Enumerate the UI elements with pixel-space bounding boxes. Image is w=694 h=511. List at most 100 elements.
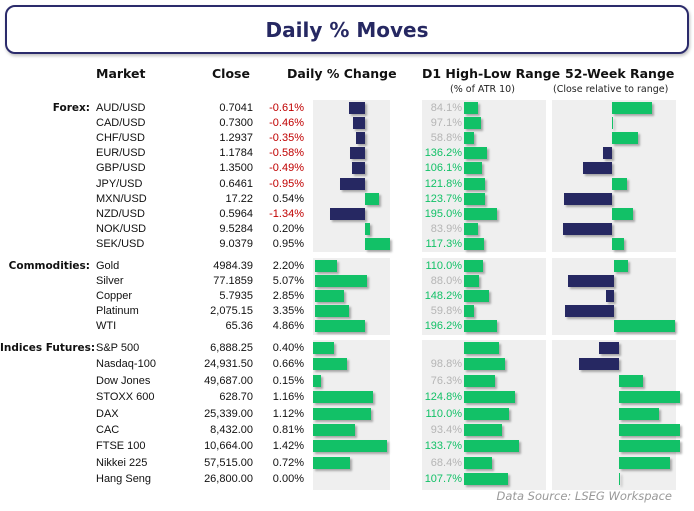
52-week-bar: [612, 237, 625, 250]
52-week-bar: [562, 222, 612, 235]
close-value: 4984.39: [213, 260, 253, 272]
daily-change-value: 0.15%: [272, 374, 304, 387]
daily-change-bar: [313, 424, 356, 436]
d1-range-bar: [464, 237, 484, 250]
d1-range-value: 68.4%: [430, 456, 462, 469]
market-name: Gold: [96, 260, 120, 272]
daily-change-value: 0.81%: [272, 424, 304, 436]
close-value: 628.70: [219, 391, 253, 404]
close-value: 17.22: [225, 192, 253, 205]
market-name: Platinum: [96, 305, 139, 317]
daily-change-bar: [313, 407, 372, 420]
market-name: Hang Seng: [96, 473, 152, 486]
d1-range-value: 121.8%: [424, 177, 462, 190]
d1-range-bar: [464, 117, 481, 130]
close-value: 2,075.15: [210, 305, 253, 317]
d1-range-value: 93.4%: [430, 424, 462, 436]
daily-change-value: -0.49%: [269, 162, 304, 175]
daily-change-bar: [349, 102, 365, 114]
section-label: Forex:: [52, 102, 90, 114]
daily-change-bar: [313, 342, 334, 354]
d1-range-panel: [422, 100, 546, 252]
d1-range-bar: [464, 275, 479, 287]
close-value: 65.36: [225, 320, 253, 332]
d1-range-value: 117.3%: [425, 237, 463, 250]
daily-change-bar: [315, 275, 367, 287]
daily-change-bar: [315, 290, 345, 302]
d1-range-value: [410, 341, 462, 355]
d1-range-bar: [464, 177, 485, 190]
daily-change-panel: [313, 100, 390, 252]
daily-change-value: -0.35%: [269, 132, 304, 145]
market-name: CHF/USD: [96, 132, 145, 145]
d1-range-bar: [464, 132, 474, 145]
daily-change-value: 0.20%: [272, 222, 304, 235]
d1-range-value: 107.7%: [424, 473, 462, 486]
d1-range-value: 83.9%: [430, 222, 462, 235]
52-week-bar: [583, 162, 612, 175]
d1-range-value: 124.8%: [424, 391, 462, 404]
market-name: STOXX 600: [96, 391, 155, 404]
52-week-bar: [603, 147, 612, 160]
d1-range-bar: [464, 456, 493, 469]
d1-range-bar: [464, 391, 516, 404]
d1-range-value: 84.1%: [430, 102, 462, 114]
d1-range-value: 88.0%: [430, 275, 462, 287]
market-name: FTSE 100: [96, 440, 146, 453]
daily-change-value: -0.46%: [269, 117, 304, 130]
daily-change-value: 5.07%: [272, 275, 304, 287]
close-value: 0.6461: [219, 177, 253, 190]
daily-change-bar: [313, 440, 387, 453]
daily-change-bar: [355, 132, 365, 145]
d1-range-value: 58.8%: [430, 132, 462, 145]
daily-change-value: -1.34%: [269, 207, 304, 220]
market-name: Dow Jones: [96, 374, 151, 387]
close-value: 0.7041: [219, 102, 253, 114]
d1-range-value: 123.7%: [424, 192, 462, 205]
d1-range-bar: [464, 102, 479, 114]
d1-range-value: 136.2%: [424, 147, 462, 160]
daily-change-bar: [330, 207, 365, 220]
market-name: CAC: [96, 424, 120, 436]
daily-change-bar: [313, 374, 321, 387]
daily-change-bar: [365, 237, 390, 250]
data-source: Data Source: LSEG Workspace: [496, 489, 672, 503]
daily-change-value: 2.85%: [272, 290, 304, 302]
d1-range-bar: [464, 358, 505, 371]
daily-change-value: 0.40%: [272, 342, 304, 354]
market-name: Silver: [96, 275, 124, 287]
market-name: JPY/USD: [96, 177, 143, 190]
d1-range-value: 110.0%: [425, 260, 463, 272]
52-week-bar: [619, 374, 643, 387]
d1-range-bar: [464, 424, 503, 436]
52-week-bar: [578, 358, 619, 371]
d1-range-bar: [464, 260, 483, 272]
close-value: 57,515.00: [204, 456, 253, 469]
market-name: DAX: [96, 407, 119, 420]
market-name: MXN/USD: [96, 192, 147, 205]
daily-change-value: 2.20%: [272, 260, 304, 272]
daily-change-bar: [313, 358, 348, 371]
market-name: NOK/USD: [96, 222, 147, 235]
daily-change-value: 1.12%: [272, 407, 304, 420]
52-week-bar: [612, 177, 627, 190]
close-value: 9.0379: [219, 237, 253, 250]
52-week-bar: [612, 207, 634, 220]
daily-change-value: 4.86%: [272, 320, 304, 332]
page-title: Daily % Moves: [265, 17, 429, 42]
daily-change-value: 0.66%: [272, 358, 304, 371]
52-week-bar: [564, 192, 612, 205]
title-box: Daily % Moves: [5, 5, 689, 54]
daily-change-value: 3.35%: [272, 305, 304, 317]
d1-range-value: 76.3%: [430, 374, 462, 387]
d1-range-value: 98.8%: [430, 358, 462, 371]
daily-change-bar: [349, 147, 365, 160]
close-value: 1.1784: [219, 147, 253, 160]
52-week-bar: [614, 320, 675, 332]
daily-change-bar: [352, 162, 365, 175]
market-name: Copper: [96, 290, 133, 302]
daily-change-bar: [315, 305, 350, 317]
header-close: Close: [212, 66, 250, 81]
close-value: 0.7300: [219, 117, 253, 130]
daily-change-value: 0.00%: [272, 473, 304, 486]
